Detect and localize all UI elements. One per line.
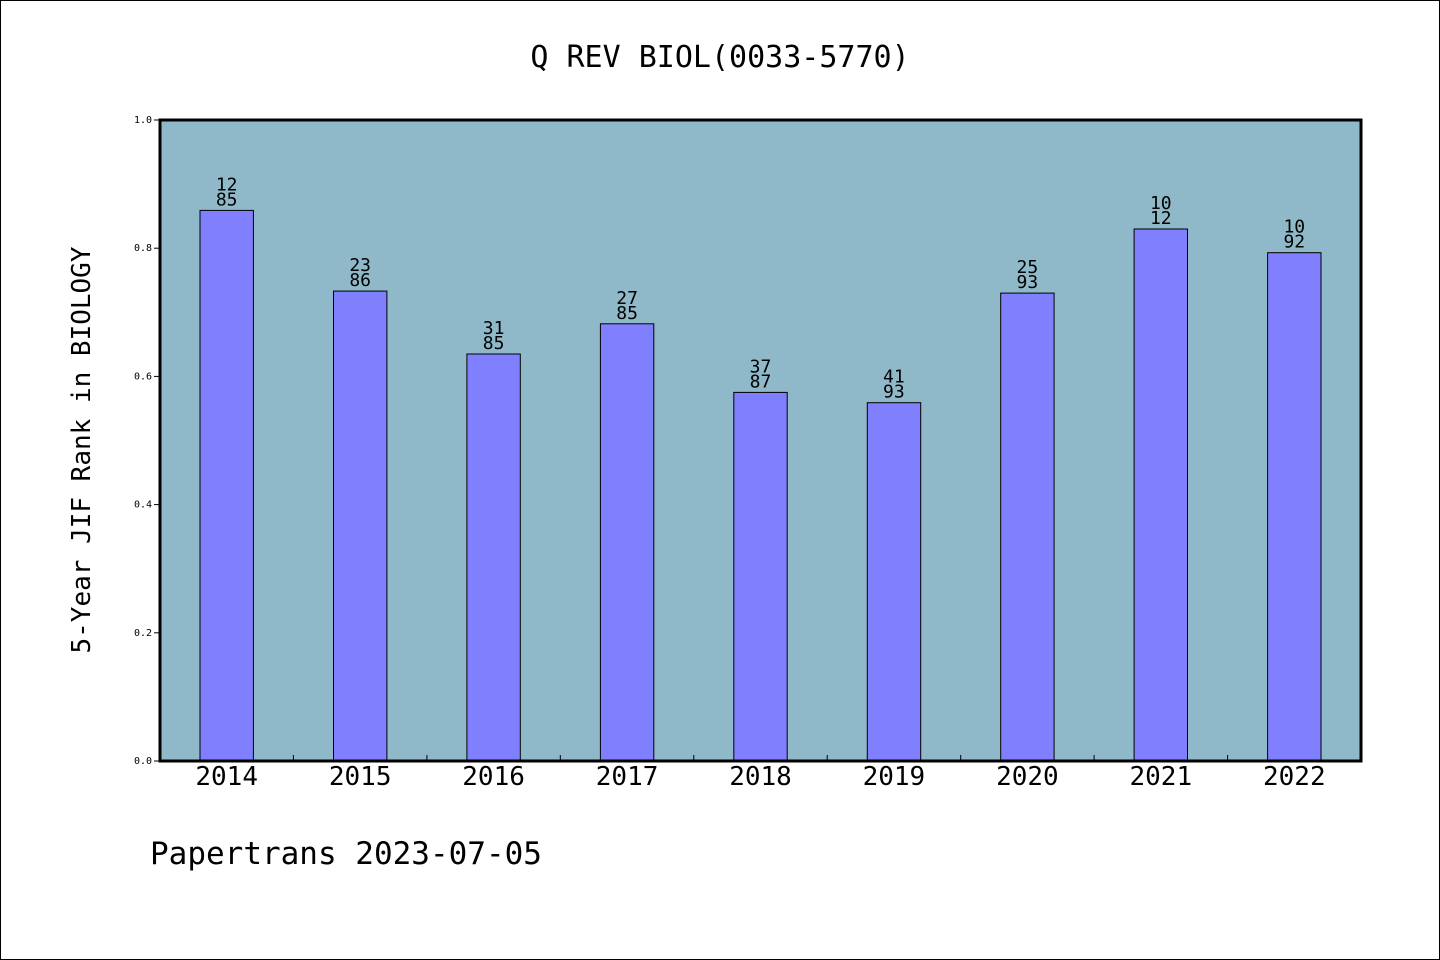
x-tick-label-2015: 2015 xyxy=(329,762,392,792)
bar-2014 xyxy=(199,209,254,762)
y-tick-label: 0.2 xyxy=(134,628,152,639)
bar-2019 xyxy=(866,402,922,762)
x-axis: 2014 2015 2016 2017 2018 2019 2020 2021 2022 xyxy=(195,755,1326,792)
bar-label-total-2022: 92 xyxy=(1283,232,1305,253)
x-tick-label-2018: 2018 xyxy=(729,762,792,792)
x-tick-label-2020: 2020 xyxy=(996,762,1059,792)
bar-2021 xyxy=(1133,228,1188,762)
chart-title: Q REV BIOL(0033-5770) xyxy=(530,40,909,75)
x-tick-label-2016: 2016 xyxy=(462,762,525,792)
x-tick-label-2014: 2014 xyxy=(195,762,258,792)
bar-2015 xyxy=(333,290,388,762)
bar-label-total-2020: 93 xyxy=(1017,272,1039,293)
bars-group xyxy=(199,209,1322,762)
bar-label-rank-2019: 41 xyxy=(883,367,905,388)
bar-label-rank-2021: 10 xyxy=(1150,193,1172,214)
y-tick-label: 0.0 xyxy=(134,756,152,767)
bar-label-total-2016: 85 xyxy=(483,333,505,354)
bar-label-total-2017: 85 xyxy=(616,303,638,324)
x-tick-label-2021: 2021 xyxy=(1129,762,1192,792)
bar-label-total-2019: 93 xyxy=(883,382,905,403)
bar-label-rank-2018: 37 xyxy=(750,356,772,377)
y-axis: 0.0 0.2 0.4 0.6 0.8 1.0 xyxy=(134,115,160,767)
bar-label-total-2021: 12 xyxy=(1150,208,1172,229)
bar-label-rank-2015: 23 xyxy=(349,255,371,276)
bar-label-total-2015: 86 xyxy=(349,270,371,291)
bar-label-rank-2017: 27 xyxy=(616,288,638,309)
plot-border xyxy=(158,118,1363,763)
bar-2022 xyxy=(1267,252,1322,762)
y-tick-label: 0.8 xyxy=(134,243,152,254)
bar-2020 xyxy=(1000,292,1055,762)
x-tick-label-2022: 2022 xyxy=(1263,762,1326,792)
bar-label-rank-2016: 31 xyxy=(483,318,505,339)
y-tick-label: 0.4 xyxy=(134,500,152,511)
y-tick-label: 1.0 xyxy=(134,115,152,126)
bar-label-rank-2014: 12 xyxy=(216,174,238,195)
bar-2017 xyxy=(599,323,655,762)
bar-label-rank-2020: 25 xyxy=(1017,257,1039,278)
x-tick-label-2017: 2017 xyxy=(596,762,659,792)
footer-text: Papertrans 2023-07-05 xyxy=(150,836,542,872)
bar-label-total-2018: 87 xyxy=(750,371,772,392)
bar-2018 xyxy=(733,391,788,762)
bar-2016 xyxy=(466,353,521,762)
bar-label-rank-2022: 10 xyxy=(1283,217,1305,238)
bar-label-total-2014: 85 xyxy=(216,189,238,210)
x-tick-label-2019: 2019 xyxy=(863,762,926,792)
y-tick-label: 0.6 xyxy=(134,371,152,382)
y-axis-label: 5-Year JIF Rank in BIOLOGY xyxy=(67,246,97,653)
